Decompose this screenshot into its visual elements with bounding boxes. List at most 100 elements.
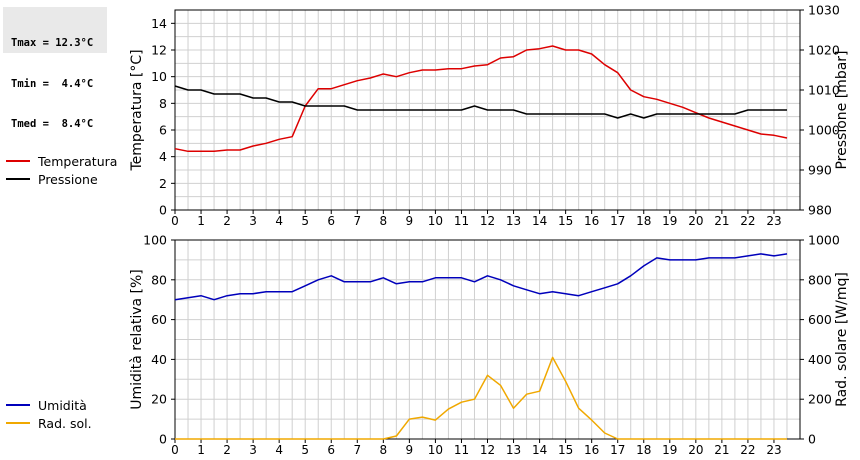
stats-box: Tmax = 12.3°C Tmin = 4.4°C Tmed = 8.4°C <box>3 7 107 130</box>
chart2-y-tick-label: 80 <box>151 272 167 287</box>
chart1-x-tick-label: 15 <box>558 214 573 228</box>
tmax-label: Tmax = 12.3°C <box>11 37 94 49</box>
chart1-x-tick-label: 7 <box>353 214 361 228</box>
chart1-x-tick-label: 22 <box>740 214 755 228</box>
chart2-x-tick-label: 5 <box>301 443 309 457</box>
chart1-y2-tick-label: 980 <box>808 203 832 218</box>
legend-item-umidita: Umidità <box>6 396 92 414</box>
chart2-y2-tick-label: 800 <box>808 272 832 287</box>
chart2-x-tick-label: 1 <box>197 443 205 457</box>
legend-label-pressione: Pressione <box>38 171 98 187</box>
legend-label-umidita: Umidità <box>38 397 87 413</box>
tmed-label: Tmed = 8.4°C <box>11 118 94 130</box>
chart1-x-tick-label: 18 <box>636 214 651 228</box>
chart2-x-tick-label: 17 <box>610 443 625 457</box>
legend-swatch-rad-sol <box>6 422 30 424</box>
chart2-x-tick-label: 10 <box>428 443 443 457</box>
legend-label-temperatura: Temperatura <box>38 153 118 169</box>
chart2-x-tick-label: 0 <box>171 443 179 457</box>
chart1-x-tick-label: 1 <box>197 214 205 228</box>
chart1-x-tick-label: 20 <box>688 214 703 228</box>
chart1-x-tick-label: 19 <box>662 214 677 228</box>
chart1-x-tick-label: 10 <box>428 214 443 228</box>
chart2-x-tick-label: 7 <box>353 443 361 457</box>
chart2-y-tick-label: 60 <box>151 312 167 327</box>
chart1-y-tick-label: 10 <box>151 69 167 84</box>
chart2-x-tick-label: 2 <box>223 443 231 457</box>
chart1-x-tick-label: 8 <box>380 214 388 228</box>
legend-item-rad-sol: Rad. sol. <box>6 414 92 432</box>
chart2-x-tick-label: 16 <box>584 443 599 457</box>
chart2-x-tick-label: 15 <box>558 443 573 457</box>
chart1-x-tick-label: 16 <box>584 214 599 228</box>
chart2-series-rad-sol-line <box>175 356 787 440</box>
chart1-x-tick-label: 12 <box>480 214 495 228</box>
chart1-x-tick-label: 14 <box>532 214 547 228</box>
chart1-y2-tick-label: 1000 <box>808 123 840 138</box>
chart2-x-tick-label: 14 <box>532 443 547 457</box>
chart1-x-tick-label: 2 <box>223 214 231 228</box>
chart1-y-tick-label: 6 <box>159 123 167 138</box>
chart1-x-tick-label: 9 <box>406 214 414 228</box>
legend-item-temperatura: Temperatura <box>6 152 117 170</box>
chart1-y-tick-label: 4 <box>159 149 167 164</box>
chart2-x-tick-label: 11 <box>454 443 469 457</box>
chart1-x-tick-label: 17 <box>610 214 625 228</box>
chart2-x-tick-label: 9 <box>406 443 414 457</box>
legend-swatch-umidita <box>6 404 30 406</box>
legend-swatch-temperatura <box>6 160 30 162</box>
chart1-y-tick-label: 14 <box>151 16 167 31</box>
chart2-x-tick-label: 4 <box>275 443 283 457</box>
chart1-x-tick-label: 3 <box>249 214 257 228</box>
chart2-y-axis-label: Umidità relativa [%] <box>129 269 145 410</box>
chart2-x-tick-label: 6 <box>327 443 335 457</box>
chart1-y2-tick-label: 1030 <box>808 3 840 18</box>
chart2-y-tick-label: 0 <box>159 432 167 447</box>
chart2-x-tick-label: 12 <box>480 443 495 457</box>
chart1-y-tick-label: 0 <box>159 203 167 218</box>
chart1-series-pressione-line <box>174 85 787 119</box>
chart2-y2-axis-label: Rad. solare [W/mq] <box>834 272 850 407</box>
chart1-y2-tick-label: 990 <box>808 163 832 178</box>
legend-top: Temperatura Pressione <box>6 152 117 188</box>
chart1-y2-tick-label: 1010 <box>808 83 840 98</box>
legend-bottom: Umidità Rad. sol. <box>6 396 92 432</box>
chart2-y2-tick-label: 1000 <box>808 233 840 248</box>
chart2-series-umidit-line <box>174 253 788 301</box>
tmin-label: Tmin = 4.4°C <box>11 77 94 90</box>
chart1-y-tick-label: 8 <box>159 96 167 111</box>
chart2-x-tick-label: 21 <box>714 443 729 457</box>
chart1-x-tick-label: 5 <box>301 214 309 228</box>
chart1-x-tick-label: 23 <box>766 214 781 228</box>
chart2-y-tick-label: 20 <box>151 392 167 407</box>
chart1-x-tick-label: 11 <box>454 214 469 228</box>
chart2-y2-tick-label: 600 <box>808 312 832 327</box>
chart1-x-tick-label: 21 <box>714 214 729 228</box>
chart2-y2-tick-label: 400 <box>808 352 832 367</box>
chart1-x-tick-label: 4 <box>275 214 283 228</box>
chart2-y2-tick-label: 200 <box>808 392 832 407</box>
legend-item-pressione: Pressione <box>6 170 117 188</box>
chart2-x-tick-label: 22 <box>740 443 755 457</box>
chart2-x-tick-label: 23 <box>766 443 781 457</box>
chart2-x-tick-label: 20 <box>688 443 703 457</box>
chart1-y2-tick-label: 1020 <box>808 43 840 58</box>
legend-swatch-pressione <box>6 178 30 180</box>
chart1-x-tick-label: 6 <box>327 214 335 228</box>
chart1-y-tick-label: 2 <box>159 176 167 191</box>
chart1-x-tick-label: 13 <box>506 214 521 228</box>
chart2-y2-tick-label: 0 <box>808 432 816 447</box>
chart1-y2-axis-label: Pressione [mbar] <box>834 50 850 169</box>
chart1-y-tick-label: 12 <box>151 43 167 58</box>
chart2-x-tick-label: 19 <box>662 443 677 457</box>
chart2-x-tick-label: 8 <box>380 443 388 457</box>
chart1-x-tick-label: 0 <box>171 214 179 228</box>
chart2-y-tick-label: 40 <box>151 352 167 367</box>
chart2-x-tick-label: 3 <box>249 443 257 457</box>
chart2-x-tick-label: 18 <box>636 443 651 457</box>
chart2-x-tick-label: 13 <box>506 443 521 457</box>
chart1-series-temperatura-line <box>174 45 788 153</box>
chart1-y-axis-label: Temperatura [°C] <box>129 49 145 171</box>
chart2-y-tick-label: 100 <box>143 233 167 248</box>
